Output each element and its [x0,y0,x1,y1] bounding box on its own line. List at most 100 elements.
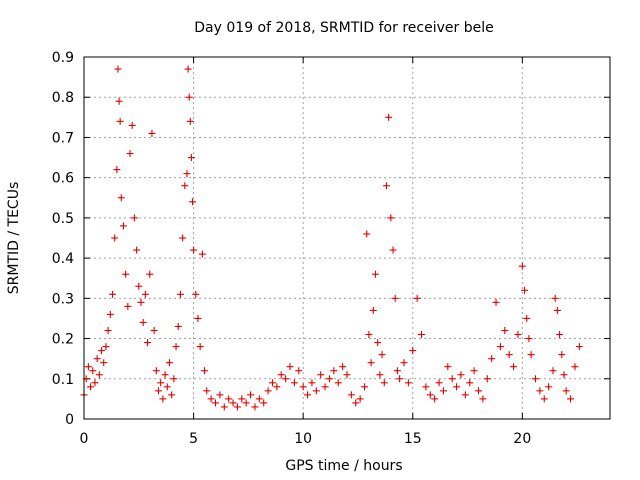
data-point [371,270,379,278]
data-point [299,383,307,391]
data-point [431,395,439,403]
data-point [312,387,320,395]
data-point [475,387,482,395]
data-point [251,403,259,411]
data-point [201,367,209,375]
data-point [113,166,121,174]
chart-title: Day 019 of 2018, SRMTID for receiver bel… [194,20,493,36]
x-tick-label: 20 [513,431,531,447]
data-point [93,355,101,363]
data-point [376,371,384,379]
data-point [130,214,138,222]
data-point [233,403,241,411]
data-point [393,367,401,375]
data-point [501,327,509,335]
data-point [413,294,421,302]
data-point [527,351,535,359]
plot-frame [83,56,611,420]
data-point [100,359,108,367]
data-point [183,170,191,178]
data-point [98,347,106,355]
data-point [426,391,434,399]
data-point [409,347,417,355]
data-point [161,371,169,379]
data-point [159,395,167,403]
data-point [216,391,224,399]
data-point [95,371,103,379]
data-point [510,363,518,371]
x-tick-label: 15 [404,431,422,447]
data-point [435,379,443,387]
data-point [238,395,246,403]
data-point [122,270,130,278]
data-point [198,250,206,258]
y-axis-label: SRMTID / TECUs [6,182,22,295]
data-point [479,395,487,403]
data-point [453,383,461,391]
data-point [367,359,375,367]
x-axis-label: GPS time / hours [285,458,402,474]
data-point [174,322,182,330]
data-point [260,399,268,407]
data-point [176,290,184,298]
data-point [382,182,390,190]
data-point [380,379,388,387]
data-point [387,214,395,222]
data-point [115,97,123,105]
data-point [135,282,143,290]
data-point [229,399,237,407]
data-point [369,306,377,314]
data-point [343,371,351,379]
data-point [488,355,496,363]
data-point [141,290,149,298]
data-point [102,343,110,351]
y-tick-label: 0.8 [52,90,74,106]
y-tick-label: 0 [65,412,74,428]
data-point [470,367,478,375]
data-point [396,375,404,383]
data-point [268,379,276,387]
y-tick-label: 0.9 [52,50,74,66]
y-tick-label: 0.5 [52,211,74,227]
data-point [352,399,360,407]
data-point [575,343,583,351]
data-point [146,270,154,278]
data-point [308,379,316,387]
data-point [571,363,579,371]
data-point [347,391,355,399]
data-point [365,331,373,339]
x-tick-label: 5 [189,431,198,447]
data-point [567,395,575,403]
x-tick-label: 10 [294,431,312,447]
data-point [87,383,95,391]
data-point [184,65,192,73]
data-point [361,383,369,391]
data-point [108,290,116,298]
data-point [404,379,412,387]
data-point [144,339,152,347]
data-point [124,302,132,310]
data-point [525,335,533,343]
data-point [549,367,557,375]
data-point [194,314,202,322]
y-tick-label: 0.1 [52,372,74,388]
data-point [119,222,127,230]
y-tick-label: 0.6 [52,171,74,187]
x-tick-label: 0 [80,431,89,447]
data-point [514,331,522,339]
data-points [80,65,583,411]
data-point [321,383,329,391]
data-point [181,182,189,190]
data-point [220,403,228,411]
data-point [152,367,160,375]
data-point [505,351,513,359]
data-point [242,399,250,407]
data-point [172,343,180,351]
axis-ticks: 0 0.1 0.2 0.3 0.4 0.5 0.6 0.7 0.8 0.9 0 5 10 15 20 [52,50,610,447]
data-point [400,359,408,367]
data-point [521,286,529,294]
data-point [207,395,215,403]
data-point [170,375,178,383]
data-point [339,363,347,371]
data-point [536,387,544,395]
